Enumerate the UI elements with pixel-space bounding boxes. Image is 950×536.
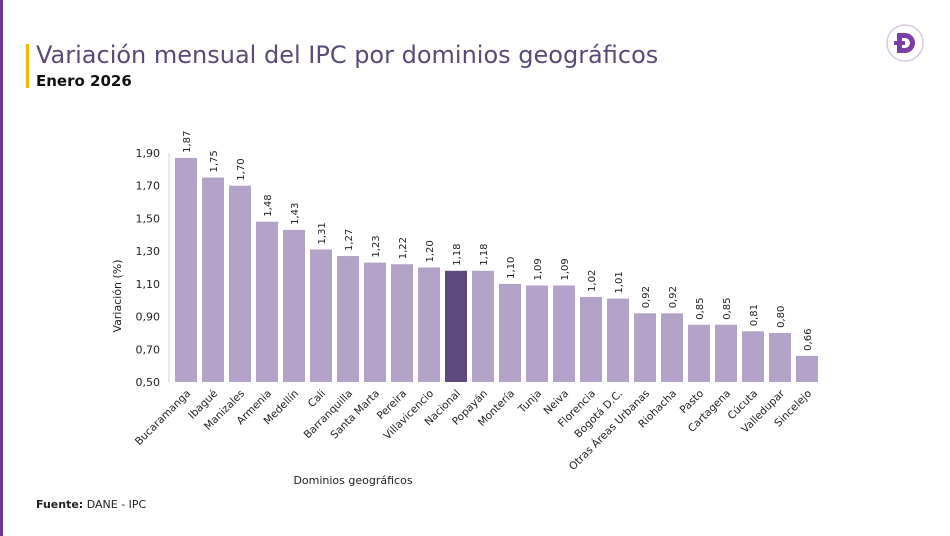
y-tick-label: 1,30 <box>136 245 161 258</box>
data-label: 1,75 <box>209 150 220 172</box>
bar-armenia <box>256 221 278 382</box>
data-label: 1,31 <box>317 222 328 244</box>
bar-nacional <box>445 270 467 382</box>
data-label: 1,02 <box>587 270 598 292</box>
data-label: 0,80 <box>776 306 787 328</box>
y-tick-label: 1,90 <box>136 147 161 160</box>
bar-cartagena <box>715 324 737 382</box>
data-label: 1,01 <box>614 271 625 293</box>
bar-bucaramanga <box>175 157 197 382</box>
title-accent-bar <box>26 44 29 88</box>
data-label: 0,81 <box>749 304 760 326</box>
bar-tunja <box>526 285 548 382</box>
y-tick-label: 0,70 <box>136 343 161 356</box>
data-label: 1,09 <box>560 258 571 280</box>
data-label: 1,18 <box>479 244 490 266</box>
bar-manizales <box>229 185 251 382</box>
bar-pereira <box>391 264 413 382</box>
bar-neiva <box>553 285 575 382</box>
y-axis-label: Variación (%) <box>111 259 124 332</box>
x-tick-label: Cali <box>306 388 328 410</box>
y-tick-label: 1,50 <box>136 212 161 225</box>
data-label: 1,48 <box>263 194 274 216</box>
data-label: 1,22 <box>398 237 409 259</box>
source-note: Fuente: DANE - IPC <box>36 498 146 511</box>
source-text: DANE - IPC <box>86 498 147 511</box>
source-label: Fuente: <box>36 498 84 511</box>
bar-pasto <box>688 324 710 382</box>
x-tick-label: Tunja <box>515 388 544 417</box>
data-label: 1,20 <box>425 240 436 262</box>
data-label: 0,85 <box>695 297 706 319</box>
left-brand-stripe <box>0 0 3 536</box>
data-label: 0,92 <box>641 286 652 308</box>
x-tick-label: Bucaramanga <box>133 388 193 448</box>
bar-florencia <box>580 296 602 382</box>
bar-valledupar <box>769 332 791 382</box>
y-tick-label: 1,70 <box>136 180 161 193</box>
bar-medellín <box>283 229 305 382</box>
data-label: 1,23 <box>371 235 382 257</box>
bar-ibagué <box>202 177 224 382</box>
data-label: 1,70 <box>236 158 247 180</box>
bar-cúcuta <box>742 331 764 382</box>
data-label: 1,10 <box>506 257 517 279</box>
chart-subtitle: Enero 2026 <box>36 72 132 90</box>
bar-popayán <box>472 270 494 382</box>
data-label: 1,43 <box>290 203 301 225</box>
bar-sincelejo <box>796 355 818 382</box>
data-label: 1,09 <box>533 258 544 280</box>
x-axis-label: Dominios geográficos <box>293 474 412 487</box>
bar-montería <box>499 283 521 382</box>
data-label: 0,66 <box>803 329 814 351</box>
y-tick-label: 0,50 <box>136 376 161 389</box>
bar-cali <box>310 249 332 382</box>
bar-bogotá-d-c- <box>607 298 629 382</box>
bar-riohacha <box>661 313 683 382</box>
bar-otras-áreas-urbanas <box>634 313 656 382</box>
data-label: 1,18 <box>452 244 463 266</box>
data-label: 1,87 <box>182 131 193 153</box>
bar-barranquilla <box>337 256 359 382</box>
bar-villavicencio <box>418 267 440 382</box>
y-tick-label: 0,90 <box>136 311 161 324</box>
data-label: 0,85 <box>722 297 733 319</box>
y-tick-label: 1,10 <box>136 278 161 291</box>
data-label: 0,92 <box>668 286 679 308</box>
chart-title: Variación mensual del IPC por dominios g… <box>36 41 659 69</box>
bar-santa-marta <box>364 262 386 382</box>
dane-d-logo-icon <box>886 24 924 62</box>
data-label: 1,27 <box>344 229 355 251</box>
